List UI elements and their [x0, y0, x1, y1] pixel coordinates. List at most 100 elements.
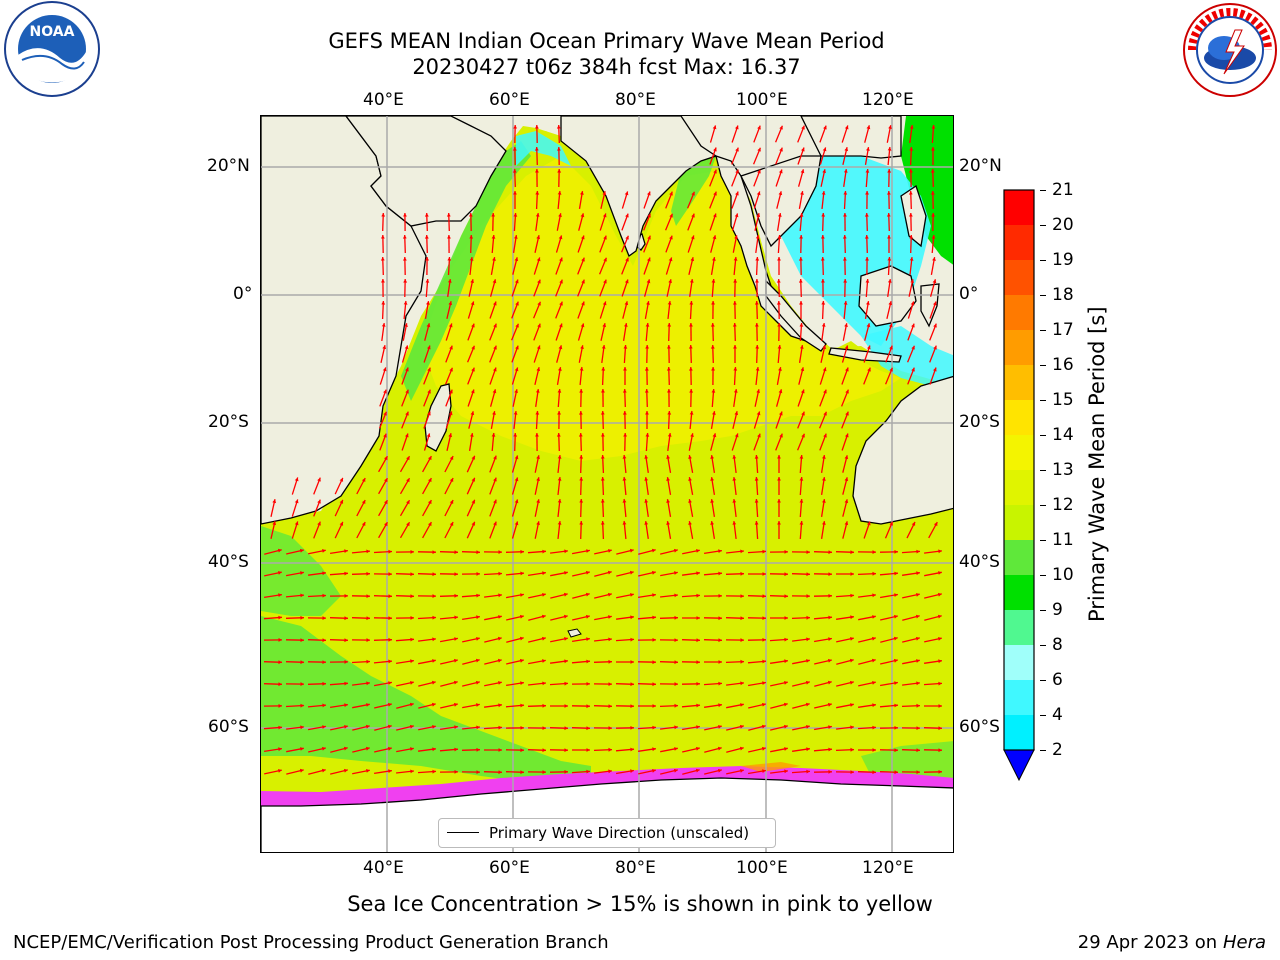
wave-arrow-head	[278, 660, 282, 665]
wave-arrow-head	[585, 614, 590, 619]
colorbar-tick-mark	[1040, 400, 1046, 401]
wave-arrow-head	[278, 725, 282, 730]
wave-arrow-head	[931, 235, 936, 239]
wave-arrow-head	[689, 279, 694, 283]
wave-arrow-head	[520, 593, 524, 597]
wave-arrow-head	[799, 477, 804, 481]
wave-arrow-head	[690, 257, 695, 262]
wave-arrow-head	[762, 769, 766, 773]
wave-arrow-head	[471, 477, 475, 482]
wave-arrow-head	[644, 521, 649, 525]
wave-arrow-head	[380, 257, 385, 261]
wave-arrow-head	[344, 616, 348, 621]
wave-arrow-head	[410, 572, 414, 577]
wave-arrow-head	[607, 570, 612, 575]
wave-arrow-head	[600, 477, 605, 481]
wave-arrow-head	[778, 169, 783, 174]
wave-arrow-head	[733, 345, 737, 349]
wave-arrow-head	[515, 323, 519, 328]
wave-arrow-head	[888, 301, 893, 306]
wave-arrow-head	[845, 411, 849, 416]
wave-arrow-head	[449, 345, 453, 350]
wave-arrow-head	[580, 191, 584, 195]
wave-arrow-head	[822, 169, 826, 173]
wave-arrow-head	[344, 549, 348, 553]
wave-arrow-head	[761, 724, 766, 729]
wave-arrow-head	[688, 477, 692, 481]
wave-arrow-head	[652, 660, 656, 665]
wave-arrow-head	[872, 615, 876, 619]
wave-arrow-head	[647, 235, 651, 240]
colorbar-tick-mark	[1040, 365, 1046, 366]
wave-arrow-head	[937, 592, 942, 597]
wave-arrow-head	[366, 681, 370, 686]
wave-arrow-head	[366, 549, 370, 554]
southeast-asia	[715, 155, 808, 343]
wave-arrow-head	[644, 477, 649, 481]
wave-arrow-head	[845, 389, 849, 394]
wave-arrow-head	[402, 235, 407, 239]
wave-arrow-head	[822, 367, 827, 372]
wave-arrow-head	[778, 191, 783, 196]
date-text: 29 Apr 2023 on	[1077, 932, 1223, 953]
wave-arrow-head	[777, 257, 781, 261]
wave-arrow-head	[520, 571, 524, 576]
wave-arrow-head	[579, 455, 584, 459]
colorbar-tick-label: 14	[1052, 425, 1074, 445]
wave-arrow-head	[432, 550, 436, 554]
wave-arrow-head	[820, 257, 825, 261]
wave-arrow-head	[894, 748, 898, 753]
wave-arrow-head	[872, 703, 876, 708]
wave-arrow-head	[563, 614, 568, 619]
wave-arrow-head	[712, 235, 717, 240]
wave-arrow-head	[799, 235, 803, 239]
wave-arrow-head	[713, 147, 717, 152]
wave-arrow-head	[938, 748, 942, 753]
wave-arrow-head	[410, 594, 414, 599]
wave-arrow-head	[733, 257, 738, 261]
wave-arrow-head	[449, 456, 454, 460]
wave-arrow-head	[366, 571, 370, 576]
wave-arrow-head	[689, 301, 694, 305]
wave-arrow-head	[557, 147, 561, 151]
wave-arrow-head	[872, 593, 876, 598]
wave-arrow-head	[558, 213, 562, 217]
wave-arrow-head	[497, 658, 502, 663]
wave-arrow-head	[645, 323, 650, 327]
wave-arrow-head	[344, 725, 348, 729]
wave-arrow-head	[410, 659, 414, 664]
wave-arrow-head	[513, 411, 518, 415]
wave-arrow-head	[542, 726, 546, 730]
wave-arrow-head	[447, 279, 452, 283]
wave-arrow-head	[432, 637, 436, 642]
wave-arrow-head	[674, 725, 678, 730]
wave-arrow-head	[734, 235, 738, 239]
wave-arrow-head	[381, 323, 386, 327]
wave-arrow-head	[695, 768, 700, 773]
wave-arrow-head	[645, 411, 649, 415]
wave-arrow-head	[911, 521, 916, 526]
wave-arrow-head	[622, 411, 627, 415]
colorbar-segment	[1004, 505, 1034, 541]
wave-arrow-head	[757, 433, 761, 438]
wave-arrow-head	[734, 213, 739, 218]
wave-arrow-head	[844, 125, 849, 130]
wave-arrow-head	[733, 279, 738, 283]
wave-arrow-head	[428, 456, 432, 461]
wave-arrow-head	[865, 191, 869, 195]
wave-arrow-head	[823, 389, 827, 394]
colorbar-tick-label: 17	[1052, 320, 1074, 340]
wave-arrow-head	[630, 660, 634, 664]
colorbar-tick-mark	[1040, 260, 1046, 261]
wave-arrow-head	[384, 456, 388, 461]
right-lat-tick: 0°	[959, 284, 979, 304]
wave-arrow-head	[889, 345, 893, 350]
wave-arrow-head	[864, 213, 869, 217]
wave-arrow-head	[844, 147, 849, 152]
wave-arrow-head	[668, 257, 673, 262]
wave-arrow-head	[454, 747, 458, 752]
wave-arrow-head	[300, 593, 304, 598]
wave-arrow-head	[470, 433, 474, 437]
colorbar-segment	[1004, 190, 1034, 226]
wave-arrow-head	[453, 658, 458, 663]
